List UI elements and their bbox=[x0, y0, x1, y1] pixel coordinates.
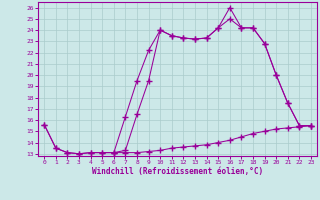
X-axis label: Windchill (Refroidissement éolien,°C): Windchill (Refroidissement éolien,°C) bbox=[92, 167, 263, 176]
